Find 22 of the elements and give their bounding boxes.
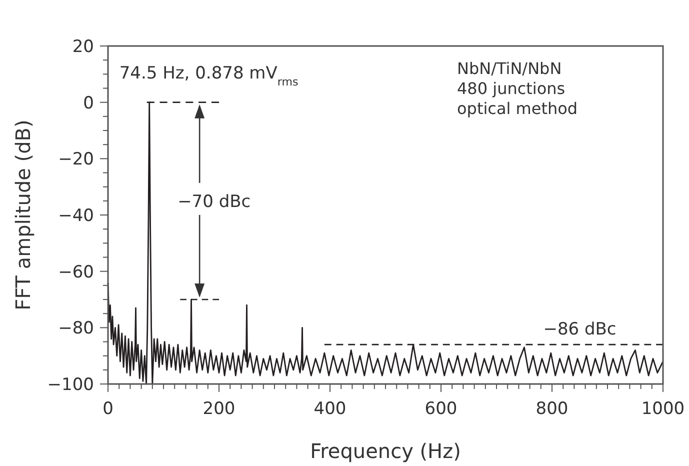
y-tick-label: −40: [58, 206, 94, 226]
annotation: optical method: [457, 99, 578, 118]
y-tick-label: −100: [47, 375, 94, 395]
annotation: NbN/TiN/NbN: [457, 59, 562, 78]
x-axis-title: Frequency (Hz): [310, 439, 461, 463]
y-tick-label: −80: [58, 318, 94, 339]
x-tick-label: 600: [424, 399, 458, 419]
y-tick-label: 20: [72, 37, 94, 57]
annotation: −86 dBc: [543, 320, 616, 340]
line-series: [107, 102, 664, 385]
y-tick-label: −60: [58, 262, 94, 282]
annotation: 480 junctions: [457, 79, 566, 98]
x-tick-label: 800: [536, 399, 568, 419]
x-tick-label: 0: [102, 399, 114, 419]
y-tick-label: −20: [58, 150, 94, 170]
annotation: −70 dBc: [178, 192, 251, 212]
x-tick-label: 400: [314, 399, 346, 419]
x-tick-label: 1000: [641, 399, 685, 419]
x-tick-label: 200: [202, 399, 236, 419]
y-axis-title: FFT amplitude (dB): [11, 120, 35, 310]
annotation: 74.5 Hz, 0.878 mV$_{rms}$: [119, 63, 298, 88]
y-tick-label: 0: [83, 93, 94, 114]
